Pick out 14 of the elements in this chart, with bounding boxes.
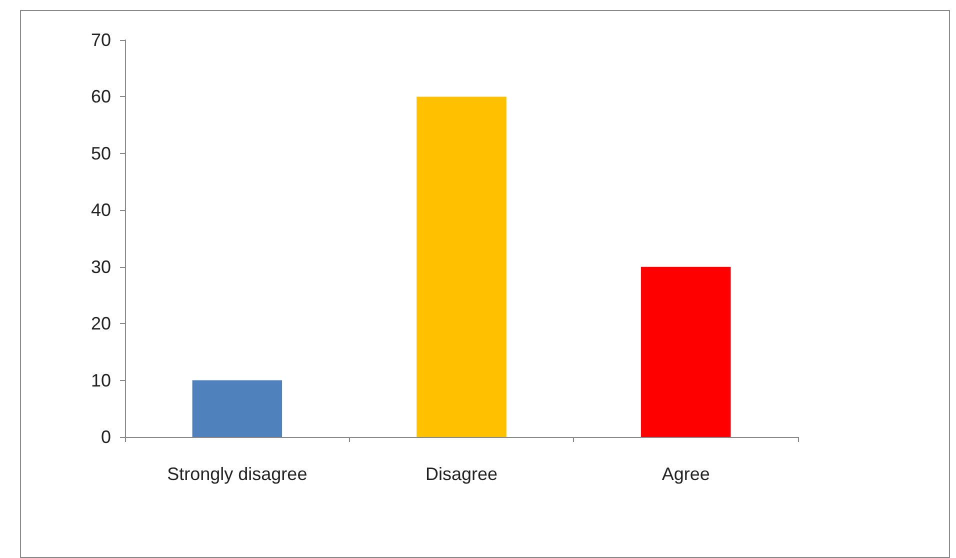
y-tick-label: 0: [100, 427, 111, 447]
x-tick-label: Strongly disagree: [167, 464, 308, 484]
y-tick-label: 50: [90, 143, 111, 164]
bar: [416, 96, 506, 437]
y-tick-label: 60: [90, 86, 111, 107]
x-tick-label: Disagree: [425, 464, 498, 484]
y-tick-label: 70: [90, 30, 111, 50]
y-tick-label: 10: [90, 370, 111, 390]
y-tick-label: 30: [90, 256, 111, 277]
y-tick-label: 40: [90, 200, 111, 220]
bar: [640, 266, 731, 437]
x-tick-label: Agree: [662, 464, 710, 484]
bar: [192, 380, 282, 437]
y-tick-label: 20: [90, 314, 111, 334]
